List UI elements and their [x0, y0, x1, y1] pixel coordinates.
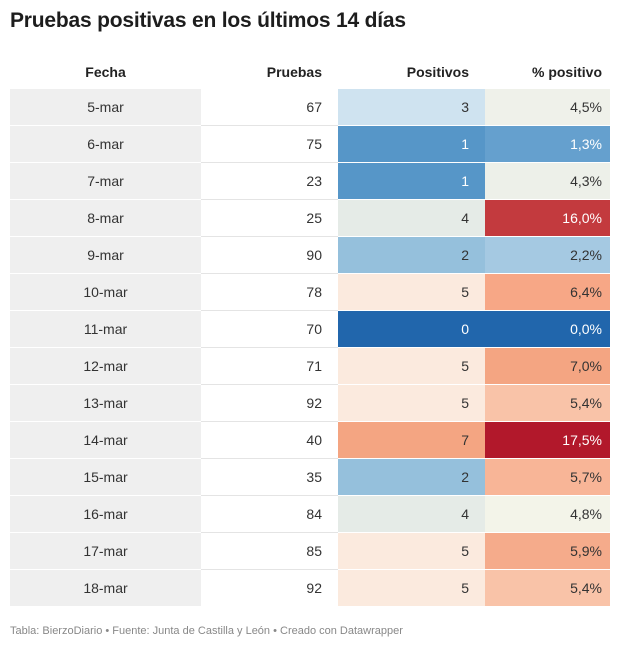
cell-positivos: 7	[338, 422, 485, 459]
table-row: 17-mar 85 5 5,9%	[10, 533, 610, 570]
table-row: 18-mar 92 5 5,4%	[10, 570, 610, 607]
cell-positivos: 3	[338, 89, 485, 126]
cell-fecha: 9-mar	[10, 237, 201, 274]
cell-pruebas: 78	[201, 274, 338, 311]
cell-fecha: 16-mar	[10, 496, 201, 533]
cell-fecha: 6-mar	[10, 126, 201, 163]
table-row: 7-mar 23 1 4,3%	[10, 163, 610, 200]
cell-pct-positivo: 5,9%	[485, 533, 610, 570]
cell-pct-positivo: 4,5%	[485, 89, 610, 126]
cell-pct-positivo: 17,5%	[485, 422, 610, 459]
cell-pruebas: 35	[201, 459, 338, 496]
table-row: 12-mar 71 5 7,0%	[10, 348, 610, 385]
cell-pruebas: 70	[201, 311, 338, 348]
cell-fecha: 14-mar	[10, 422, 201, 459]
cell-positivos: 5	[338, 274, 485, 311]
cell-fecha: 13-mar	[10, 385, 201, 422]
cell-fecha: 18-mar	[10, 570, 201, 607]
cell-pruebas: 67	[201, 89, 338, 126]
cell-positivos: 5	[338, 348, 485, 385]
table-row: 11-mar 70 0 0,0%	[10, 311, 610, 348]
cell-pruebas: 75	[201, 126, 338, 163]
cell-pct-positivo: 5,7%	[485, 459, 610, 496]
table-header: Fecha Pruebas Positivos % positivo	[10, 58, 610, 89]
cell-pruebas: 92	[306, 580, 322, 596]
cell-pct-positivo: 4,3%	[485, 163, 610, 200]
cell-fecha: 8-mar	[10, 200, 201, 237]
table-row: 5-mar 67 3 4,5%	[10, 89, 610, 126]
cell-pruebas: 23	[201, 163, 338, 200]
cell-fecha: 10-mar	[10, 274, 201, 311]
table-row: 6-mar 75 1 1,3%	[10, 126, 610, 163]
cell-fecha: 17-mar	[10, 533, 201, 570]
cell-pruebas: 84	[201, 496, 338, 533]
table-row: 16-mar 84 4 4,8%	[10, 496, 610, 533]
cell-positivos: 5	[338, 533, 485, 570]
cell-pruebas: 92	[201, 385, 338, 422]
header-pct-positivo[interactable]: % positivo	[531, 64, 602, 80]
cell-pruebas: 90	[201, 237, 338, 274]
cell-fecha: 5-mar	[10, 89, 201, 126]
cell-fecha: 15-mar	[10, 459, 201, 496]
cell-positivos: 5	[338, 385, 485, 422]
table-body: 5-mar 67 3 4,5% 6-mar 75 1 1,3% 7-mar 23 1 4,3% 8-ma…	[10, 89, 610, 607]
header-fecha[interactable]: Fecha	[85, 64, 126, 80]
header-positivos[interactable]: Positivos	[406, 64, 469, 80]
cell-positivos: 4	[338, 496, 485, 533]
cell-pct-positivo: 2,2%	[485, 237, 610, 274]
cell-positivos: 2	[338, 237, 485, 274]
cell-fecha: 12-mar	[10, 348, 201, 385]
cell-pct-positivo: 7,0%	[485, 348, 610, 385]
data-table: Fecha Pruebas Positivos % positivo 5-mar…	[10, 58, 610, 607]
cell-positivos: 1	[338, 126, 485, 163]
table-row: 14-mar 40 7 17,5%	[10, 422, 610, 459]
cell-positivos: 0	[338, 311, 485, 348]
table-row: 8-mar 25 4 16,0%	[10, 200, 610, 237]
cell-pruebas: 25	[201, 200, 338, 237]
cell-pct-positivo: 16,0%	[485, 200, 610, 237]
cell-positivos: 5	[338, 570, 485, 607]
cell-fecha: 11-mar	[10, 311, 201, 348]
cell-pruebas: 85	[201, 533, 338, 570]
cell-fecha: 7-mar	[10, 163, 201, 200]
cell-positivos: 1	[338, 163, 485, 200]
table-row: 10-mar 78 5 6,4%	[10, 274, 610, 311]
table-row: 9-mar 90 2 2,2%	[10, 237, 610, 274]
cell-pct-positivo: 6,4%	[485, 274, 610, 311]
cell-pct-positivo: 4,8%	[485, 496, 610, 533]
cell-pct-positivo: 5,4%	[485, 570, 610, 607]
header-pruebas[interactable]: Pruebas	[266, 64, 322, 80]
cell-pct-positivo: 0,0%	[485, 311, 610, 348]
chart-title: Pruebas positivas en los últimos 14 días	[10, 9, 406, 32]
cell-pruebas: 71	[201, 348, 338, 385]
cell-pct-positivo: 1,3%	[485, 126, 610, 163]
cell-positivos: 2	[338, 459, 485, 496]
table-row: 15-mar 35 2 5,7%	[10, 459, 610, 496]
cell-pruebas: 40	[201, 422, 338, 459]
cell-positivos: 4	[338, 200, 485, 237]
cell-pct-positivo: 5,4%	[485, 385, 610, 422]
source-footer: Tabla: BierzoDiario • Fuente: Junta de C…	[10, 625, 403, 637]
table-row: 13-mar 92 5 5,4%	[10, 385, 610, 422]
